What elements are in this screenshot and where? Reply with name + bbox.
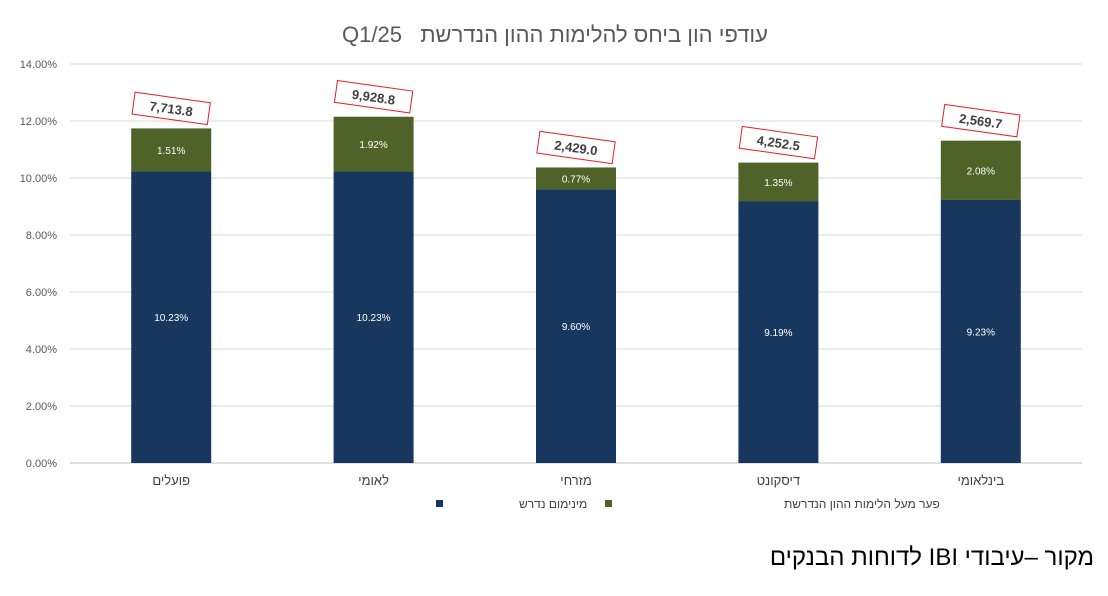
bar-segment-minimum — [131, 171, 212, 463]
legend-swatch — [605, 500, 612, 507]
x-tick-label: מזרחי — [560, 473, 592, 488]
legend-label: פער מעל הלימות ההון הנדרשת — [784, 497, 940, 511]
bar-segment-minimum — [940, 199, 1021, 463]
callout-value: 2,569.7 — [958, 111, 1003, 132]
callout-value: 9,928.8 — [351, 87, 396, 108]
callout-value: 7,713.8 — [149, 98, 194, 119]
y-tick-label: 8.00% — [26, 230, 57, 242]
data-label: 1.92% — [359, 140, 387, 151]
legend-swatch — [436, 500, 443, 507]
data-label: 9.23% — [967, 327, 995, 338]
x-tick-label: לאומי — [358, 473, 389, 488]
callout-box — [738, 125, 819, 160]
callouts: 7,713.8 9,928.8 2,429.0 4,252.5 2,569.7 — [131, 79, 1021, 165]
bar-segment-minimum — [333, 171, 414, 463]
bar-segment-minimum — [536, 189, 616, 463]
y-axis-ticks: 0.00% 2.00% 4.00% 6.00% 8.00% 10.00% 12.00% 14.… — [20, 59, 58, 470]
callout: 7,713.8 — [131, 91, 211, 126]
x-axis-ticks: פועלים לאומי מזרחי דיסקונט בינלאומי — [152, 473, 1004, 488]
callout: 4,252.5 — [738, 125, 819, 160]
data-label: 9.19% — [764, 328, 792, 339]
data-label: 2.08% — [967, 166, 995, 177]
data-labels: 10.23% 1.51% 10.23% 1.92% 9.60% 0.77% 9.19% 1.3… — [154, 140, 995, 339]
bar-segment-gap — [131, 128, 212, 172]
callout: 2,569.7 — [941, 103, 1021, 138]
legend-label: מינימום נדרש — [519, 497, 587, 511]
y-tick-label: 4.00% — [26, 344, 57, 356]
y-tick-label: 2.00% — [26, 401, 57, 413]
callout: 9,928.8 — [333, 79, 414, 114]
x-tick-label: דיסקונט — [757, 473, 800, 488]
y-tick-label: 14.00% — [20, 59, 58, 71]
x-tick-label: בינלאומי — [957, 473, 1004, 488]
callout-box — [131, 91, 211, 126]
data-label: 1.35% — [764, 178, 792, 189]
legend: מינימום נדרש פער מעל הלימות ההון הנדרשת — [436, 497, 940, 511]
source-note: מקור –עיבודי IBI לדוחות הבנקים — [769, 544, 1094, 571]
y-tick-label: 12.00% — [20, 116, 58, 128]
callout-box — [333, 79, 414, 114]
callout: 2,429.0 — [536, 130, 616, 165]
callout-value: 2,429.0 — [553, 138, 598, 159]
y-tick-label: 6.00% — [26, 287, 57, 299]
bar-segment-gap — [940, 140, 1021, 200]
data-label: 0.77% — [562, 174, 590, 185]
y-tick-label: 0.00% — [26, 458, 57, 470]
data-label: 9.60% — [562, 322, 590, 333]
bars — [131, 116, 1021, 463]
y-tick-label: 10.00% — [20, 173, 58, 185]
bar-segment-gap — [738, 162, 819, 202]
data-label: 10.23% — [357, 313, 391, 324]
callout-box — [536, 130, 616, 165]
chart-title: עודפי הון ביחס להלימות ההון הנדרשת Q1/25 — [342, 22, 768, 47]
callout-box — [941, 103, 1021, 138]
x-tick-label: פועלים — [152, 473, 190, 488]
bar-segment-minimum — [738, 201, 819, 463]
bar-segment-gap — [333, 116, 414, 172]
data-label: 1.51% — [157, 146, 185, 157]
callout-value: 4,252.5 — [756, 133, 801, 154]
bar-segment-gap — [536, 167, 616, 190]
data-label: 10.23% — [154, 313, 188, 324]
